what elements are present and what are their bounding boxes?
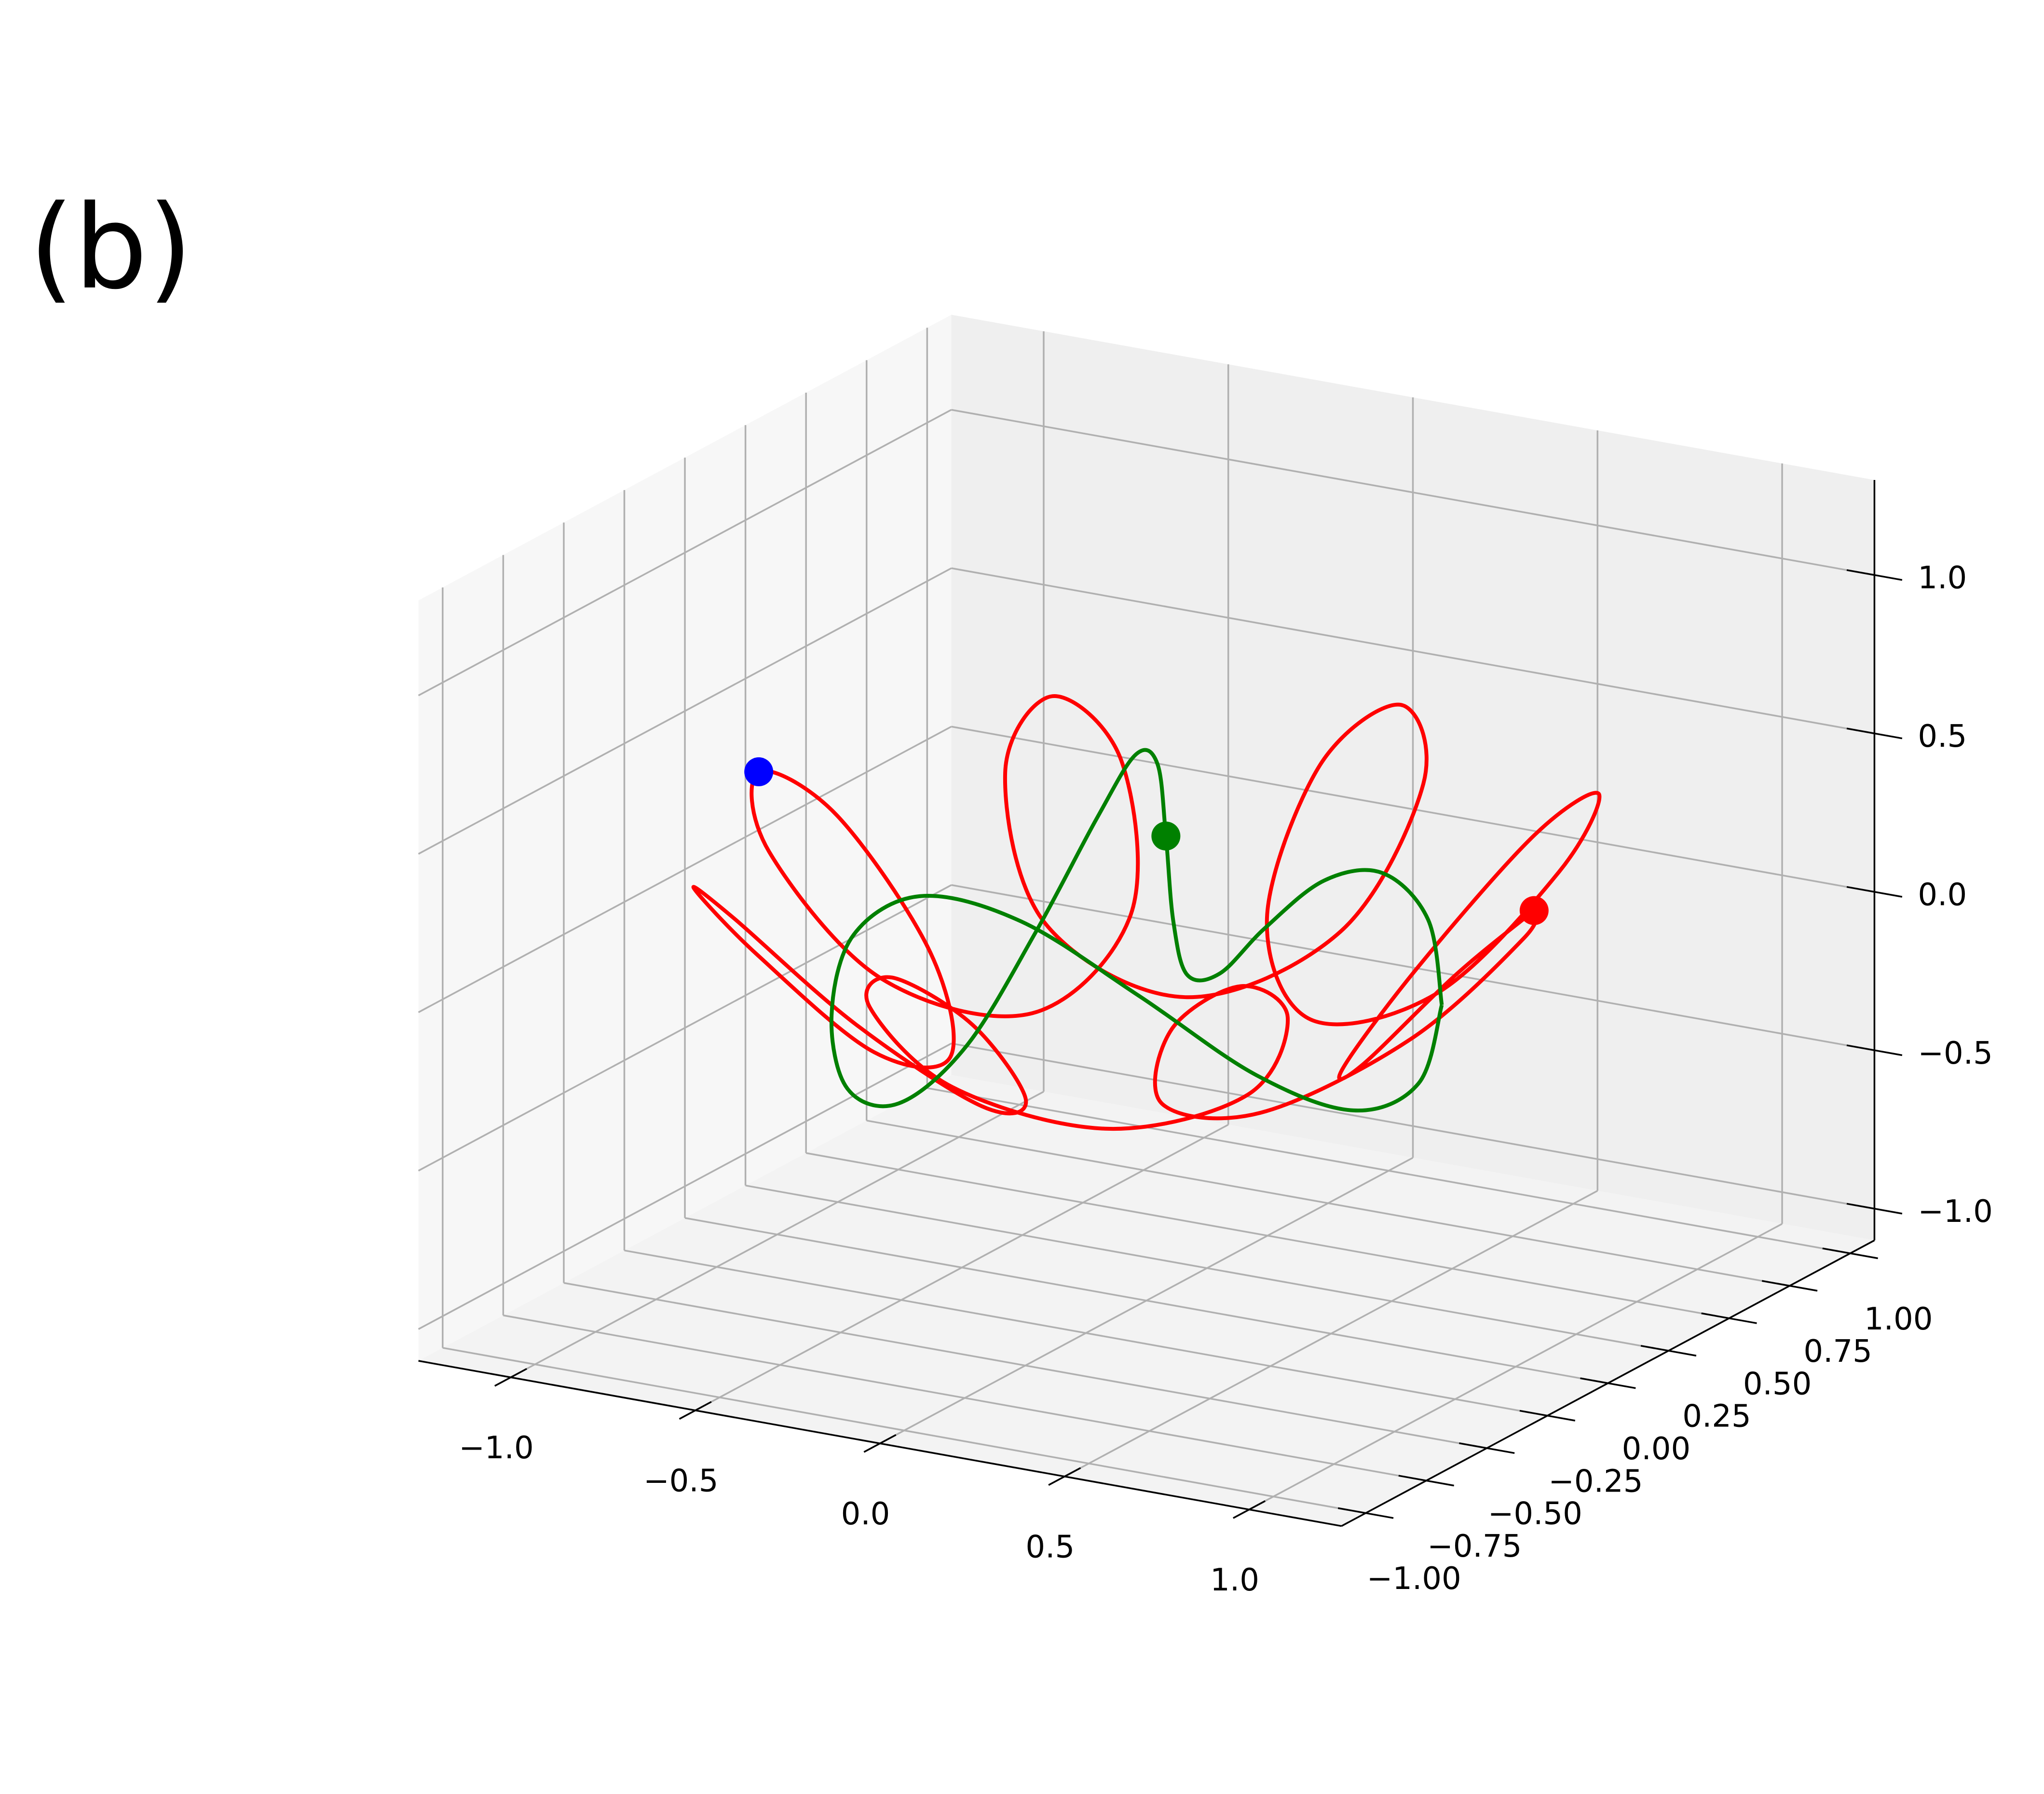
x-tick bbox=[494, 1368, 527, 1387]
x-tick bbox=[679, 1401, 712, 1420]
z-tick bbox=[1846, 886, 1903, 898]
grid-line bbox=[951, 884, 1875, 1051]
grid-line bbox=[805, 1152, 1730, 1319]
grid-line bbox=[418, 567, 952, 855]
grid-line bbox=[951, 1042, 1875, 1210]
z-tick-label: −0.5 bbox=[1918, 1036, 1992, 1071]
grid-line bbox=[418, 884, 952, 1172]
y-tick-label: 1.00 bbox=[1864, 1301, 1933, 1337]
x-tick-label: −1.0 bbox=[459, 1430, 533, 1466]
y-tick bbox=[1459, 1442, 1515, 1454]
y-tick bbox=[1337, 1507, 1394, 1519]
x-tick bbox=[1233, 1500, 1266, 1519]
grid-line bbox=[563, 1282, 1487, 1449]
z-tick bbox=[1846, 1044, 1903, 1056]
grid-line bbox=[951, 409, 1875, 576]
grid-line bbox=[418, 1042, 952, 1330]
curve bbox=[691, 694, 1602, 1131]
panel-label: (b) bbox=[29, 180, 193, 315]
x-tick-label: −0.5 bbox=[643, 1463, 718, 1499]
z-tick-label: 0.0 bbox=[1918, 877, 1967, 913]
grid-line bbox=[503, 1315, 1427, 1482]
y-tick bbox=[1822, 1247, 1878, 1260]
z-tick bbox=[1846, 569, 1903, 581]
x-tick-label: 1.0 bbox=[1210, 1562, 1259, 1598]
z-tick-label: 0.5 bbox=[1918, 719, 1967, 754]
y-tick-label: −0.75 bbox=[1427, 1529, 1522, 1564]
x-tick-label: 0.0 bbox=[841, 1496, 890, 1532]
x-tick bbox=[1048, 1467, 1081, 1486]
x-tick bbox=[863, 1434, 897, 1453]
grid-line bbox=[418, 409, 952, 697]
y-tick bbox=[1761, 1280, 1818, 1292]
y-tick-label: 0.50 bbox=[1743, 1366, 1812, 1402]
z-tick-label: 1.0 bbox=[1918, 561, 1967, 596]
y-tick-label: 0.75 bbox=[1803, 1334, 1872, 1369]
y-tick bbox=[1398, 1475, 1454, 1487]
marker bbox=[1519, 896, 1549, 925]
grid-line bbox=[951, 567, 1875, 735]
z-tick bbox=[1846, 1203, 1903, 1215]
y-tick bbox=[1519, 1410, 1576, 1422]
grid-line bbox=[927, 1087, 1851, 1254]
marker bbox=[744, 757, 774, 786]
grid-line bbox=[745, 1184, 1669, 1352]
grid-line bbox=[951, 726, 1875, 893]
y-tick-label: −1.00 bbox=[1367, 1561, 1461, 1597]
z-tick-label: −1.0 bbox=[1918, 1194, 1992, 1230]
grid-line bbox=[684, 1217, 1608, 1384]
grid-line bbox=[866, 1120, 1790, 1287]
y-tick bbox=[1640, 1345, 1697, 1357]
y-tick bbox=[1580, 1377, 1636, 1389]
z-tick bbox=[1846, 727, 1903, 740]
y-tick-label: 0.25 bbox=[1682, 1399, 1751, 1435]
y-tick-label: −0.25 bbox=[1548, 1464, 1643, 1499]
y-tick-label: −0.50 bbox=[1488, 1496, 1582, 1532]
grid-line bbox=[624, 1249, 1548, 1417]
marker bbox=[1151, 822, 1181, 851]
grid-line bbox=[442, 1347, 1366, 1514]
curve bbox=[829, 748, 1444, 1113]
x-tick-label: 0.5 bbox=[1025, 1529, 1075, 1565]
y-tick-label: 0.00 bbox=[1622, 1431, 1691, 1467]
y-tick bbox=[1701, 1312, 1757, 1324]
grid-line bbox=[418, 726, 952, 1013]
